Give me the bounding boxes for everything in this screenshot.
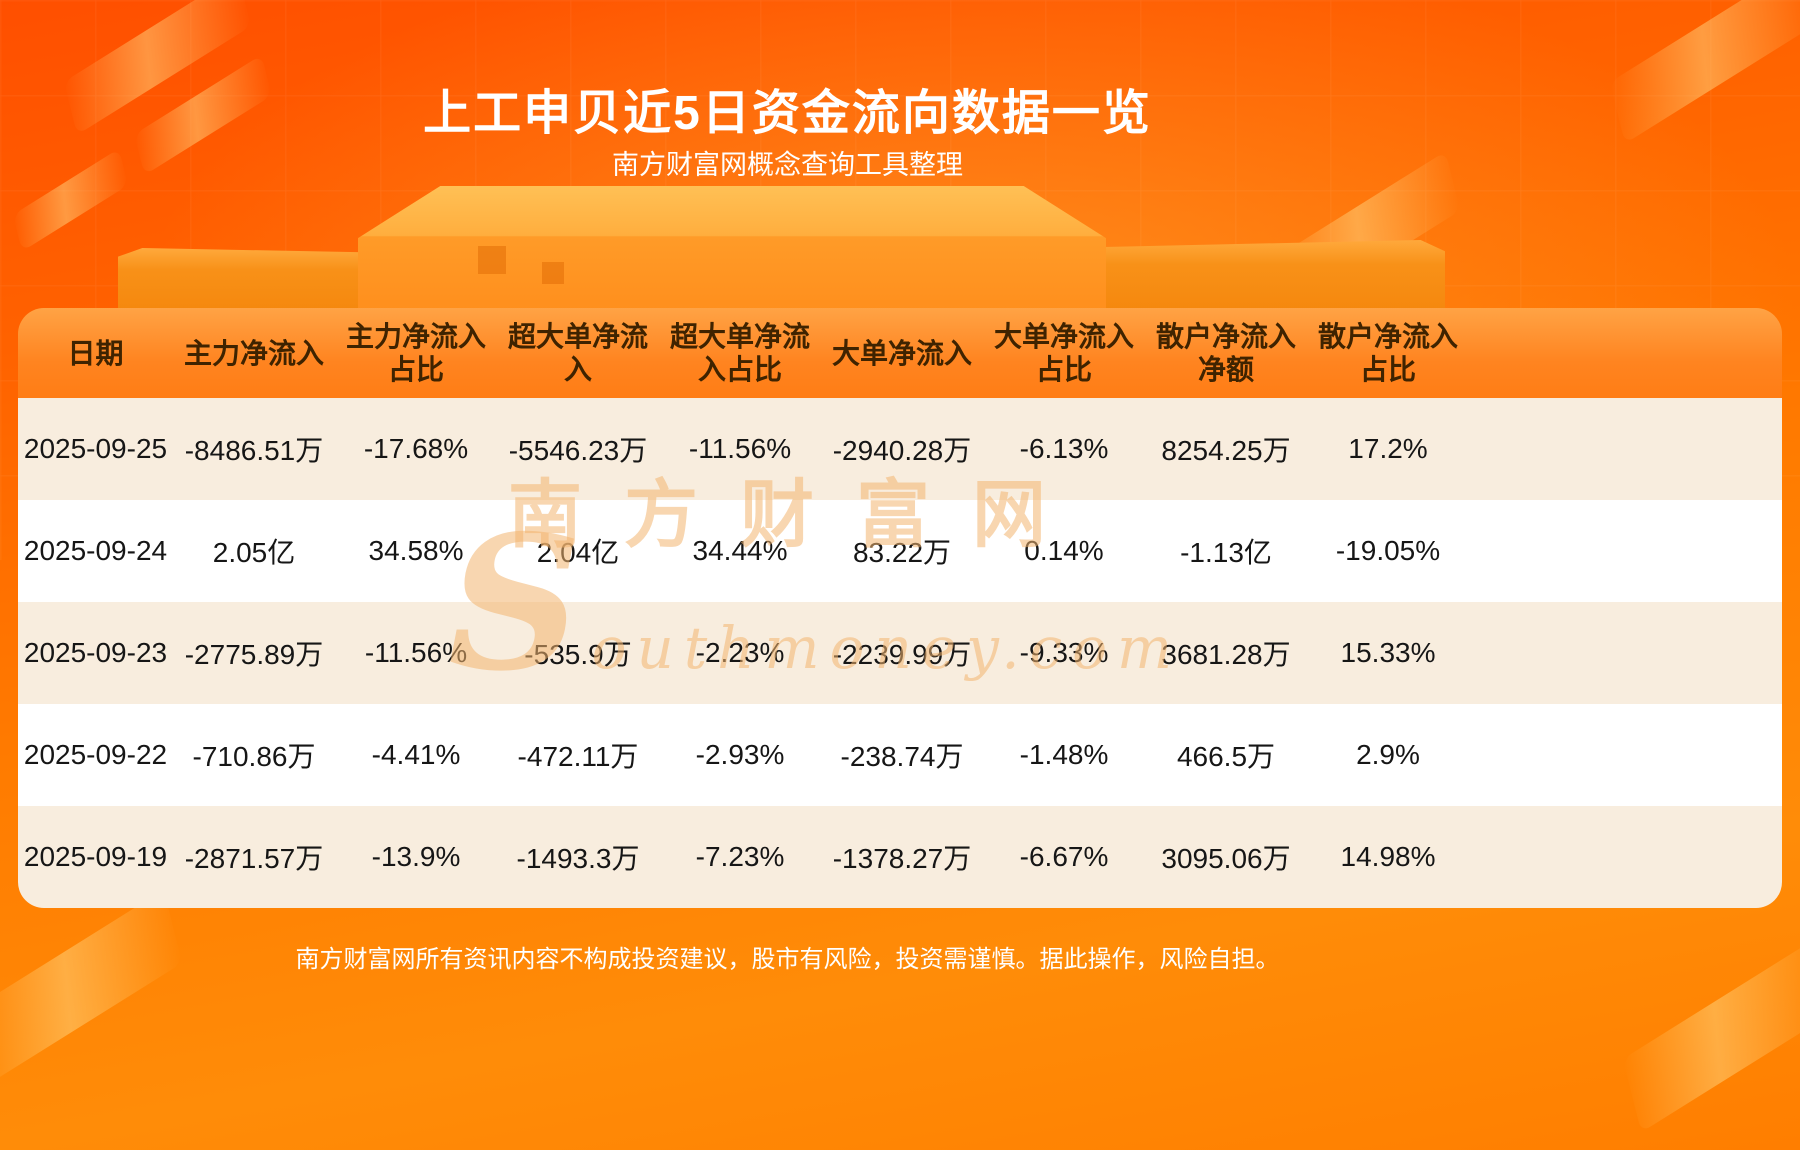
filler-cell bbox=[1469, 398, 1782, 500]
disclaimer: 南方财富网所有资讯内容不构成投资建议，股市有风险，投资需谨慎。据此操作，风险自担… bbox=[295, 946, 1280, 973]
value-cell: -13.9% bbox=[371, 841, 461, 872]
value-cell: -6.13% bbox=[1019, 433, 1109, 464]
date-cell: 2025-09-25 bbox=[23, 433, 168, 464]
table-body: 2025-09-25 -8486.51万 -17.68% -5546.23万 -11.5… bbox=[18, 398, 1782, 908]
value-cell: 0.14% bbox=[1024, 535, 1104, 566]
filler-cell bbox=[1469, 500, 1782, 602]
value-cell: -5546.23万 bbox=[508, 435, 648, 466]
value-cell: -1.13亿 bbox=[1180, 537, 1272, 568]
value-cell: -2239.99万 bbox=[832, 639, 972, 670]
value-cell: -238.74万 bbox=[840, 741, 964, 772]
column-header: 大单净流入 bbox=[831, 337, 972, 369]
value-cell: -11.56% bbox=[688, 433, 792, 464]
page-title: 上工申贝近5日资金流向数据一览 bbox=[423, 87, 1152, 141]
table-header: 日期 主力净流入 主力净流入 占比 超大单净流 入超大单净流 入占比 大单净流入 大单净流… bbox=[18, 308, 1782, 398]
column-header: 主力净流入 占比 bbox=[345, 321, 486, 385]
table-row: 2025-09-23 -2775.89万 -11.56% -535.9万 -2.23% -… bbox=[18, 602, 1782, 704]
value-cell: 2.9% bbox=[1356, 739, 1420, 770]
page-subtitle: 南方财富网概念查询工具整理 bbox=[612, 150, 963, 180]
value-cell: 3095.06万 bbox=[1161, 843, 1291, 874]
column-header: 超大单净流 入 bbox=[507, 321, 648, 385]
value-cell: -9.33% bbox=[1019, 637, 1109, 668]
value-cell: 14.98% bbox=[1340, 841, 1436, 872]
value-cell: -2871.57万 bbox=[184, 843, 324, 874]
value-cell: -7.23% bbox=[695, 841, 785, 872]
value-cell: -19.05% bbox=[1335, 535, 1441, 566]
podium-cube-decor bbox=[478, 246, 506, 274]
value-cell: -2.93% bbox=[695, 739, 785, 770]
header-row: 日期 主力净流入 主力净流入 占比 超大单净流 入超大单净流 入占比 大单净流入 大单净流… bbox=[18, 308, 1782, 398]
value-cell: 34.44% bbox=[692, 535, 788, 566]
podium-center-graphic bbox=[358, 186, 1106, 310]
value-cell: 3681.28万 bbox=[1161, 639, 1291, 670]
value-cell: -17.68% bbox=[363, 433, 469, 464]
date-cell: 2025-09-23 bbox=[23, 637, 168, 668]
value-cell: -2.23% bbox=[695, 637, 785, 668]
column-header: 散户净流入 净额 bbox=[1155, 321, 1296, 385]
podium-cube-decor bbox=[542, 262, 564, 284]
value-cell: 8254.25万 bbox=[1161, 435, 1291, 466]
value-cell: -535.9万 bbox=[524, 639, 632, 670]
value-cell: -472.11万 bbox=[517, 741, 639, 772]
value-cell: 466.5万 bbox=[1176, 741, 1276, 772]
table-row: 2025-09-24 2.05亿 34.58% 2.04亿 34.44% 83.22万 0.… bbox=[18, 500, 1782, 602]
value-cell: 2.04亿 bbox=[536, 537, 620, 568]
filler-cell bbox=[1469, 704, 1782, 806]
filler-cell bbox=[1469, 806, 1782, 908]
value-cell: -6.67% bbox=[1019, 841, 1109, 872]
ribbon-decor bbox=[1622, 939, 1800, 1133]
column-header: 主力净流入 bbox=[183, 337, 324, 369]
column-header: 大单净流入 占比 bbox=[993, 321, 1134, 385]
column-header: 日期 bbox=[67, 337, 124, 369]
podium-right-graphic bbox=[1040, 240, 1445, 310]
value-cell: 83.22万 bbox=[852, 537, 952, 568]
ribbon-decor bbox=[0, 889, 183, 1083]
value-cell: -2940.28万 bbox=[832, 435, 972, 466]
date-cell: 2025-09-19 bbox=[23, 841, 168, 872]
table-row: 2025-09-25 -8486.51万 -17.68% -5546.23万 -11.5… bbox=[18, 398, 1782, 500]
date-cell: 2025-09-22 bbox=[23, 739, 168, 770]
value-cell: 17.2% bbox=[1348, 433, 1428, 464]
value-cell: -710.86万 bbox=[192, 741, 316, 772]
value-cell: -11.56% bbox=[364, 637, 468, 668]
value-cell: -4.41% bbox=[371, 739, 461, 770]
value-cell: -1378.27万 bbox=[832, 843, 972, 874]
table-row: 2025-09-19 -2871.57万 -13.9% -1493.3万 -7.23% -… bbox=[18, 806, 1782, 908]
fund-flow-table: 日期 主力净流入 主力净流入 占比 超大单净流 入超大单净流 入占比 大单净流入 大单净流… bbox=[18, 308, 1782, 908]
data-table: 日期 主力净流入 主力净流入 占比 超大单净流 入超大单净流 入占比 大单净流入 大单净流… bbox=[18, 308, 1782, 908]
value-cell: -2775.89万 bbox=[184, 639, 324, 670]
column-header: 超大单净流 入占比 bbox=[669, 321, 810, 385]
filler-cell bbox=[1469, 308, 1782, 398]
table-row: 2025-09-22 -710.86万 -4.41% -472.11万 -2.93% -2… bbox=[18, 704, 1782, 806]
column-header: 散户净流入 占比 bbox=[1317, 321, 1458, 385]
value-cell: -8486.51万 bbox=[184, 435, 324, 466]
value-cell: 15.33% bbox=[1340, 637, 1436, 668]
value-cell: -1.48% bbox=[1019, 739, 1109, 770]
value-cell: 2.05亿 bbox=[212, 537, 296, 568]
value-cell: -1493.3万 bbox=[516, 843, 640, 874]
date-cell: 2025-09-24 bbox=[23, 535, 168, 566]
filler-cell bbox=[1469, 602, 1782, 704]
value-cell: 34.58% bbox=[368, 535, 464, 566]
